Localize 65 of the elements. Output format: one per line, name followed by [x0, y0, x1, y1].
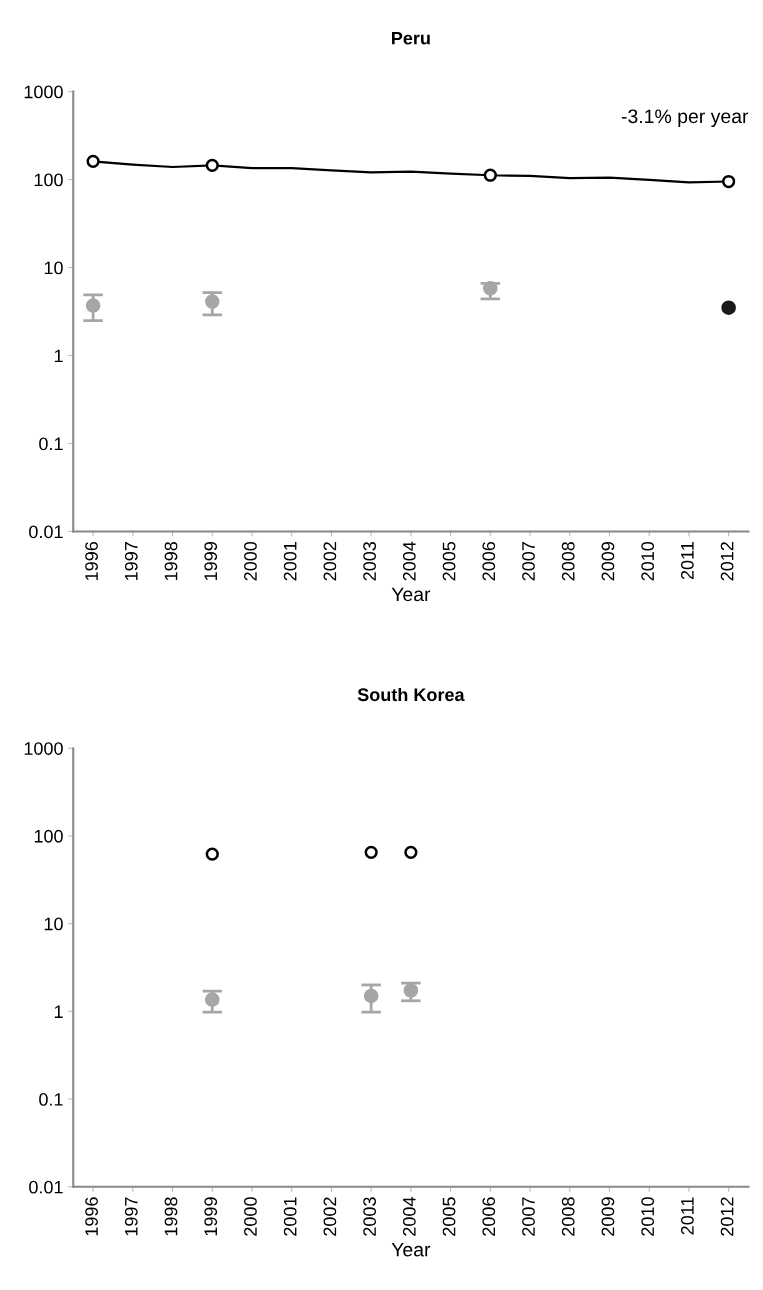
x-tick-label: 2002	[323, 1197, 337, 1236]
x-tick-label: 2003	[363, 1197, 376, 1236]
y-tick-label: 1000	[24, 742, 63, 755]
x-tick-label: 2004	[402, 541, 416, 581]
x-axis-title: Year	[391, 587, 431, 602]
x-tick-label: 2009	[601, 542, 615, 581]
point	[722, 174, 736, 189]
x-tick-label: 2012	[720, 542, 734, 581]
x-tick-label: 1998	[164, 1197, 178, 1236]
x-tick-label: 2008	[561, 541, 575, 581]
x-tick-label: 1997	[124, 542, 138, 580]
y-tick-label: 0.1	[39, 437, 63, 451]
x-tick-label: 1996	[85, 1197, 98, 1236]
x-tick-label: 2000	[244, 541, 257, 581]
x-tick-label: 1996	[85, 541, 98, 580]
x-tick-label: 2010	[641, 1197, 655, 1236]
x-tick-label: 2004	[402, 1197, 416, 1236]
y-tick-label: 10	[44, 917, 63, 931]
x-tick-label: 1999	[204, 542, 218, 580]
point	[204, 992, 220, 1007]
x-tick-label: 2005	[442, 541, 456, 581]
point	[404, 845, 418, 859]
x-tick-label: 2001	[283, 542, 297, 581]
point	[204, 294, 220, 309]
point	[86, 154, 100, 168]
y-tick-label: 10	[44, 261, 63, 275]
x-tick-label: 2012	[720, 1197, 734, 1236]
x-tick-label: 2011	[680, 542, 694, 580]
y-tick-label: 0.01	[29, 1180, 63, 1194]
point	[483, 168, 497, 182]
y-tick-label: 1	[54, 1005, 63, 1018]
x-tick-label: 2007	[522, 1197, 535, 1236]
y-tick-label: 1	[54, 349, 63, 363]
point	[364, 845, 378, 859]
x-tick-label: 2006	[482, 541, 496, 581]
point	[205, 847, 219, 861]
point	[721, 300, 736, 315]
x-tick-label: 2002	[323, 542, 337, 581]
x-tick-label: 1998	[164, 541, 178, 580]
x-tick-label: 2010	[641, 541, 655, 581]
x-tick-label: 2011	[680, 1197, 694, 1235]
annotation: -3.1% per year	[621, 109, 749, 128]
x-tick-label: 2003	[363, 541, 376, 581]
point	[483, 281, 498, 296]
chart-title: South Korea	[357, 687, 465, 702]
x-tick-label: 2007	[522, 542, 535, 581]
x-tick-label: 2009	[601, 1197, 615, 1236]
x-tick-label: 2001	[283, 1197, 297, 1236]
y-tick-label: 100	[34, 829, 63, 843]
x-tick-label: 2008	[561, 1197, 575, 1236]
y-tick-label: 100	[34, 173, 63, 187]
x-axis-title: Year	[391, 1242, 431, 1257]
x-tick-label: 2005	[442, 1197, 456, 1236]
x-tick-label: 1997	[124, 1197, 138, 1236]
point	[403, 983, 419, 998]
x-tick-label: 2006	[482, 1197, 496, 1236]
point	[205, 158, 219, 172]
x-tick-label: 1999	[204, 1197, 218, 1236]
point	[363, 988, 379, 1004]
point	[85, 298, 101, 313]
y-tick-label: 1000	[24, 85, 63, 99]
y-tick-label: 0.1	[39, 1093, 63, 1106]
chart-title: Peru	[392, 31, 430, 45]
x-tick-label: 2000	[244, 1197, 257, 1236]
y-tick-label: 0.01	[29, 525, 63, 539]
